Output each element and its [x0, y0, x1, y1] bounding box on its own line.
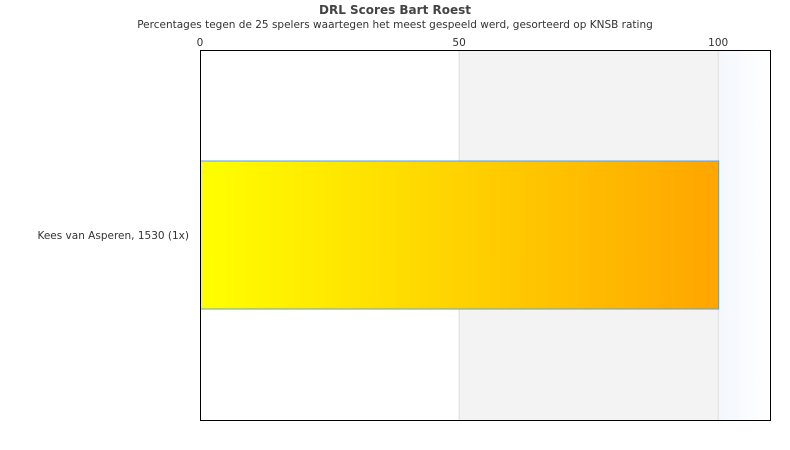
x-tick-label: 100	[708, 37, 728, 49]
chart-title: DRL Scores Bart Roest	[319, 3, 471, 17]
chart-subtitle: Percentages tegen de 25 spelers waartege…	[137, 19, 653, 31]
background-band	[718, 50, 770, 420]
bar	[200, 160, 720, 310]
plot-border	[200, 50, 771, 421]
x-tick-label: 50	[452, 37, 465, 49]
category-label: Kees van Asperen, 1530 (1x)	[37, 230, 189, 242]
x-tick-label: 0	[197, 37, 204, 49]
